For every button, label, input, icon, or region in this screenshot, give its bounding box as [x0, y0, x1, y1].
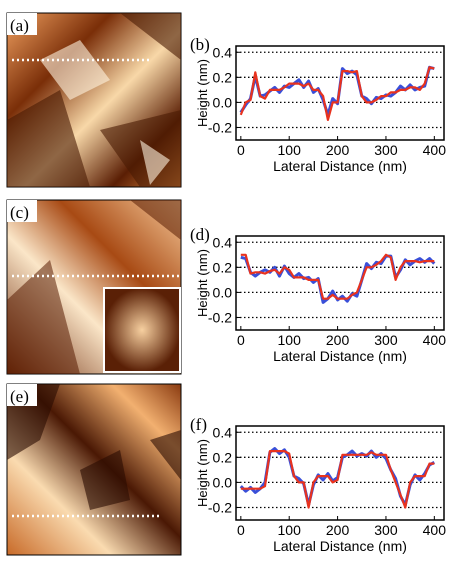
y-tick-label: 0.4	[213, 44, 233, 60]
y-tick-label: 0.0	[213, 474, 233, 490]
panel-label: (c)	[10, 203, 29, 222]
x-tick-label: 300	[374, 332, 398, 348]
line-series	[240, 254, 436, 304]
y-axis-label: Height (nm)	[195, 439, 210, 507]
x-tick-label: 0	[237, 522, 245, 538]
plot-frame	[235, 425, 445, 521]
x-tick-label: 400	[423, 522, 447, 538]
x-tick-label: 400	[423, 332, 447, 348]
x-axis-label: Lateral Distance (nm)	[273, 538, 407, 554]
x-axis-label: Lateral Distance (nm)	[273, 158, 407, 174]
x-tick-label: 100	[278, 142, 302, 158]
y-tick-label: -0.2	[208, 499, 232, 515]
afm-image-c	[6, 199, 182, 375]
y-tick-label: 0.2	[213, 259, 233, 275]
line-series	[239, 65, 435, 117]
plot-frame	[235, 235, 445, 331]
x-tick-label: 100	[278, 522, 302, 538]
panel-label: (a)	[10, 16, 29, 35]
y-tick-label: 0.2	[213, 69, 233, 85]
y-tick-label: 0.2	[213, 449, 233, 465]
x-tick-label: 0	[237, 332, 245, 348]
y-axis-label: Height (nm)	[195, 249, 210, 317]
y-tick-label: 0.0	[213, 94, 233, 110]
line-series	[240, 450, 435, 509]
x-tick-label: 200	[326, 332, 350, 348]
x-tick-label: 300	[374, 142, 398, 158]
afm-image-a	[6, 12, 182, 188]
afm-image-e	[6, 383, 182, 556]
line-series	[239, 66, 435, 121]
plot-frame	[235, 45, 445, 141]
x-tick-label: 200	[326, 142, 350, 158]
panel-label: (b)	[190, 35, 210, 54]
y-tick-label: 0.0	[213, 284, 233, 300]
x-axis-label: Lateral Distance (nm)	[273, 348, 407, 364]
y-tick-label: -0.2	[208, 119, 232, 135]
panel-label: (e)	[10, 387, 29, 406]
x-tick-label: 0	[237, 142, 245, 158]
panel-label: (d)	[190, 225, 210, 244]
y-tick-label: 0.4	[213, 234, 233, 250]
y-axis-label: Height (nm)	[195, 59, 210, 127]
y-tick-label: 0.4	[213, 424, 233, 440]
x-tick-label: 300	[374, 522, 398, 538]
x-tick-label: 200	[326, 522, 350, 538]
y-tick-label: -0.2	[208, 309, 232, 325]
line-series	[240, 253, 435, 300]
panel-label: (f)	[190, 415, 207, 434]
x-tick-label: 400	[423, 142, 447, 158]
x-tick-label: 100	[278, 332, 302, 348]
